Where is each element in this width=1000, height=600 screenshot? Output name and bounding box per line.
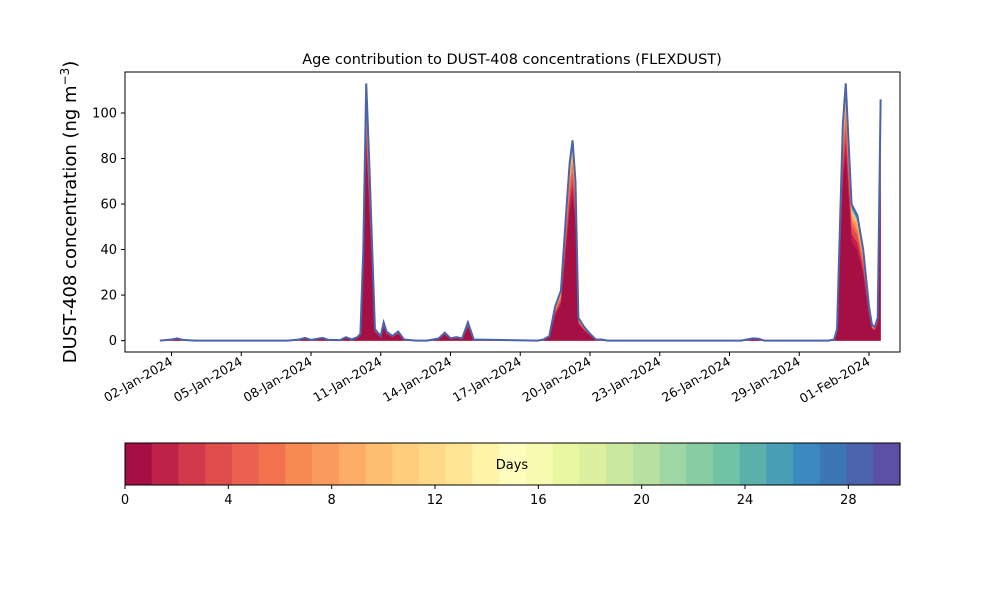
colorbar-swatch <box>659 443 687 485</box>
area-band-4 <box>159 103 881 341</box>
colorbar-swatch <box>338 443 367 485</box>
y-tick-label: 60 <box>100 198 117 213</box>
y-tick-label: 20 <box>100 289 117 304</box>
y-axis-label-main: DUST-408 concentration (ng m <box>60 85 81 363</box>
colorbar-swatch <box>766 443 794 485</box>
colorbar-frame <box>124 442 901 486</box>
plot-frame <box>124 71 901 353</box>
colorbar-swatch <box>606 443 634 485</box>
colorbar-tick-label: 8 <box>328 493 336 508</box>
area-band-6 <box>159 91 881 341</box>
x-axis-ticks: 02-Jan-202405-Jan-202408-Jan-202411-Jan-… <box>101 352 873 406</box>
colorbar-tick-label: 24 <box>737 493 754 508</box>
area-band-2 <box>159 124 881 341</box>
x-tick-label: 20-Jan-2024 <box>520 354 594 405</box>
colorbar-swatch <box>178 443 206 485</box>
colorbar-swatch <box>739 443 767 485</box>
x-tick-label: 01-Feb-2024 <box>797 354 873 406</box>
y-tick-label: 100 <box>92 106 117 121</box>
colorbar-swatch <box>125 443 153 485</box>
colorbar-swatch <box>285 443 313 485</box>
area-stack <box>159 83 882 342</box>
x-tick-label: 08-Jan-2024 <box>241 354 315 405</box>
area-band-3 <box>159 114 881 341</box>
area-band-5 <box>159 96 881 341</box>
colorbar-swatch <box>445 443 474 485</box>
x-tick-label: 02-Jan-2024 <box>101 354 175 405</box>
colorbar-ticks: 0 4 8 12 16 20 24 28 <box>121 485 857 508</box>
colorbar-swatch <box>793 443 821 485</box>
colorbar-swatch <box>499 443 527 485</box>
colorbar-tick-label: 28 <box>840 493 857 508</box>
colorbar-swatch <box>365 443 393 485</box>
colorbar-swatch <box>205 443 233 485</box>
x-tick-label: 17-Jan-2024 <box>450 354 524 405</box>
colorbar-tick-label: 4 <box>224 493 232 508</box>
colorbar-swatch <box>472 443 500 485</box>
area-band-1 <box>159 139 881 341</box>
colorbar-swatch <box>231 443 260 485</box>
total-line <box>159 83 882 342</box>
colorbar-swatch <box>525 443 554 485</box>
colorbar-swatch <box>819 443 848 485</box>
colorbar-tick-label: 20 <box>633 493 650 508</box>
colorbar-swatch <box>392 443 420 485</box>
colorbar-label: Days <box>496 458 529 473</box>
y-tick-label: 80 <box>100 152 117 167</box>
colorbar-swatch <box>686 443 714 485</box>
x-tick-label: 05-Jan-2024 <box>171 354 245 405</box>
x-tick-label: 11-Jan-2024 <box>310 354 384 405</box>
plot-area <box>159 83 882 342</box>
x-tick-label: 26-Jan-2024 <box>659 354 733 405</box>
y-axis-ticks: 0 20 40 60 80 100 <box>92 106 125 349</box>
colorbar-swatch <box>258 443 286 485</box>
colorbar-tick-label: 16 <box>530 493 547 508</box>
colorbar-swatch <box>873 443 901 485</box>
y-tick-label: 40 <box>100 243 117 258</box>
colorbar-swatch <box>151 443 180 485</box>
colorbar-swatch <box>579 443 607 485</box>
colorbar-swatch <box>418 443 447 485</box>
x-tick-label: 14-Jan-2024 <box>380 354 454 405</box>
area-band-8 <box>159 83 881 341</box>
colorbar-swatch <box>632 443 661 485</box>
x-tick-label: 23-Jan-2024 <box>589 354 663 405</box>
colorbar-swatch <box>712 443 741 485</box>
chart-title: Age contribution to DUST-408 concentrati… <box>302 52 722 68</box>
y-axis-label-close: ) <box>60 61 81 68</box>
area-band-0 <box>159 155 881 341</box>
y-tick-label: 0 <box>109 334 117 349</box>
y-axis-label-sup: −3 <box>58 68 72 86</box>
colorbar <box>125 443 901 485</box>
colorbar-swatch <box>846 443 874 485</box>
y-axis-label: DUST-408 concentration (ng m−3) <box>58 61 81 364</box>
colorbar-swatch <box>552 443 580 485</box>
colorbar-tick-label: 0 <box>121 493 129 508</box>
area-band-7 <box>159 87 881 341</box>
x-tick-label: 29-Jan-2024 <box>729 354 803 405</box>
colorbar-tick-label: 12 <box>427 493 444 508</box>
colorbar-swatch <box>312 443 340 485</box>
